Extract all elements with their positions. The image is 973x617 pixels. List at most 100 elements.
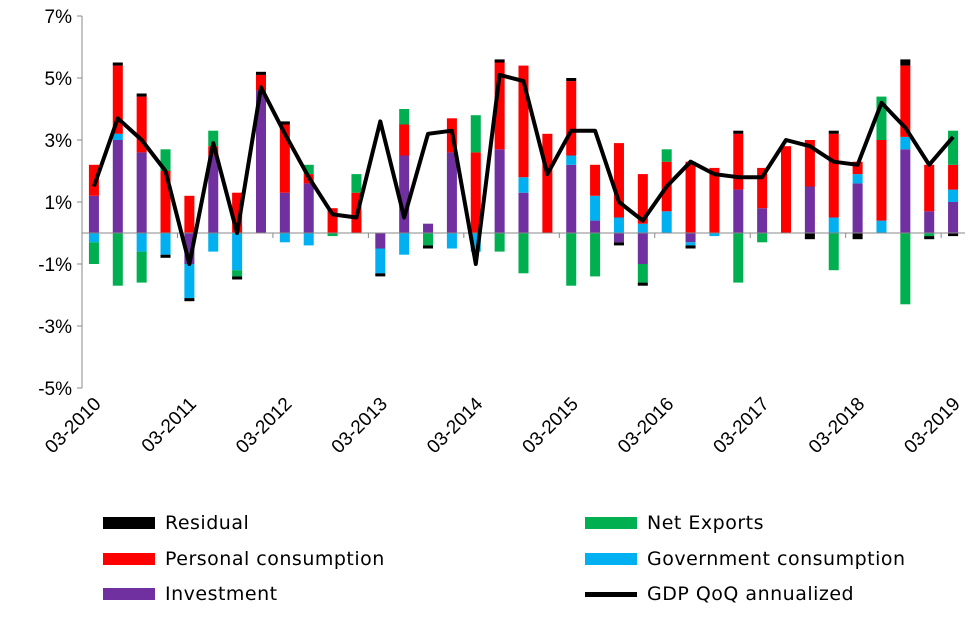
bar-net-exports bbox=[351, 174, 362, 193]
bar-personal-consumption bbox=[685, 161, 696, 233]
bar-personal-consumption bbox=[876, 140, 887, 221]
bar-government-consumption bbox=[709, 233, 720, 237]
bar-investment bbox=[446, 152, 457, 233]
bar-investment bbox=[948, 202, 959, 233]
y-tick-label: 1% bbox=[45, 193, 73, 214]
bar-investment bbox=[399, 155, 410, 233]
bar-net-exports bbox=[470, 115, 481, 153]
bar-net-exports bbox=[876, 96, 887, 140]
bar-personal-consumption bbox=[852, 161, 863, 175]
x-tick-label: 03-2016 bbox=[614, 394, 678, 458]
bar-net-exports bbox=[88, 242, 99, 264]
bar-government-consumption bbox=[375, 248, 386, 274]
bar-residual bbox=[255, 71, 266, 75]
bar-personal-consumption bbox=[542, 133, 553, 233]
bar-net-exports bbox=[637, 264, 648, 283]
bar-net-exports bbox=[423, 233, 434, 246]
bar-investment bbox=[279, 192, 290, 233]
bar-government-consumption bbox=[948, 189, 959, 202]
bar-residual bbox=[685, 245, 696, 249]
bar-residual bbox=[613, 242, 624, 246]
y-tick-label: 3% bbox=[45, 131, 73, 152]
x-axis bbox=[81, 232, 965, 238]
y-tick-label: -3% bbox=[38, 317, 72, 338]
bar-personal-consumption bbox=[160, 171, 171, 233]
bar-personal-consumption bbox=[948, 164, 959, 190]
bar-government-consumption bbox=[446, 233, 457, 249]
stacked-bars bbox=[88, 59, 959, 305]
bar-personal-consumption bbox=[279, 124, 290, 193]
x-tick-label: 03-2017 bbox=[710, 394, 774, 458]
bar-net-exports bbox=[924, 233, 935, 237]
bar-net-exports bbox=[208, 130, 219, 147]
bar-personal-consumption bbox=[327, 208, 338, 233]
bar-residual bbox=[804, 233, 815, 240]
bar-net-exports bbox=[327, 233, 338, 237]
bar-government-consumption bbox=[279, 233, 290, 243]
bar-government-consumption bbox=[112, 133, 123, 140]
bar-personal-consumption bbox=[399, 124, 410, 156]
bar-investment bbox=[566, 164, 577, 233]
bar-net-exports bbox=[661, 149, 672, 162]
bar-residual bbox=[948, 233, 959, 237]
bar-residual bbox=[900, 59, 911, 66]
x-tick-label: 03-2019 bbox=[900, 394, 964, 458]
bar-government-consumption bbox=[399, 233, 410, 255]
bar-net-exports bbox=[518, 233, 529, 274]
bar-residual bbox=[375, 273, 386, 277]
bar-personal-consumption bbox=[184, 195, 195, 233]
bar-residual bbox=[232, 276, 243, 280]
bar-personal-consumption bbox=[757, 167, 768, 209]
bar-government-consumption bbox=[566, 155, 577, 165]
bar-government-consumption bbox=[876, 220, 887, 233]
bar-net-exports bbox=[160, 149, 171, 171]
bar-government-consumption bbox=[184, 264, 195, 299]
bar-personal-consumption bbox=[924, 164, 935, 212]
y-axis: 7% 5% 3% 1% -1% -3% -5% bbox=[38, 7, 83, 400]
bar-net-exports bbox=[590, 233, 601, 277]
bar-government-consumption bbox=[637, 223, 648, 233]
bar-personal-consumption bbox=[518, 65, 529, 178]
bar-government-consumption bbox=[160, 233, 171, 255]
x-tick-label: 03-2013 bbox=[328, 394, 392, 458]
bar-residual bbox=[279, 121, 290, 125]
bar-residual bbox=[494, 59, 505, 63]
bar-net-exports bbox=[399, 109, 410, 125]
bar-net-exports bbox=[232, 270, 243, 277]
bar-personal-consumption bbox=[590, 164, 601, 196]
bar-investment bbox=[303, 183, 314, 233]
bar-net-exports bbox=[303, 164, 314, 175]
bar-net-exports bbox=[733, 233, 744, 283]
bar-investment bbox=[685, 233, 696, 243]
bar-investment bbox=[423, 223, 434, 233]
bar-net-exports bbox=[900, 233, 911, 305]
bar-net-exports bbox=[948, 130, 959, 165]
bar-investment bbox=[757, 208, 768, 233]
bar-personal-consumption bbox=[804, 140, 815, 187]
bar-investment bbox=[255, 90, 266, 234]
bar-personal-consumption bbox=[828, 133, 839, 218]
x-tick-label: 03-2014 bbox=[423, 393, 487, 457]
x-tick-label: 03-2010 bbox=[41, 394, 105, 458]
bar-investment bbox=[88, 195, 99, 233]
bar-investment bbox=[852, 183, 863, 233]
bar-residual bbox=[184, 298, 195, 302]
y-tick-label: -5% bbox=[38, 379, 72, 400]
y-tick-label: -1% bbox=[38, 255, 72, 276]
bar-residual bbox=[637, 282, 648, 286]
bar-investment bbox=[637, 233, 648, 264]
bar-government-consumption bbox=[232, 233, 243, 271]
bar-investment bbox=[136, 152, 147, 233]
x-tick-label: 03-2011 bbox=[138, 394, 201, 457]
bar-personal-consumption bbox=[781, 146, 792, 233]
y-tick-label: 7% bbox=[45, 7, 73, 28]
bar-personal-consumption bbox=[494, 62, 505, 150]
bar-personal-consumption bbox=[709, 167, 720, 233]
bar-personal-consumption bbox=[470, 152, 481, 233]
bar-investment bbox=[494, 149, 505, 233]
bar-net-exports bbox=[136, 251, 147, 283]
bar-personal-consumption bbox=[900, 65, 911, 137]
x-tick-label: 03-2015 bbox=[519, 394, 583, 458]
bar-investment bbox=[590, 220, 601, 233]
bar-government-consumption bbox=[136, 233, 147, 252]
